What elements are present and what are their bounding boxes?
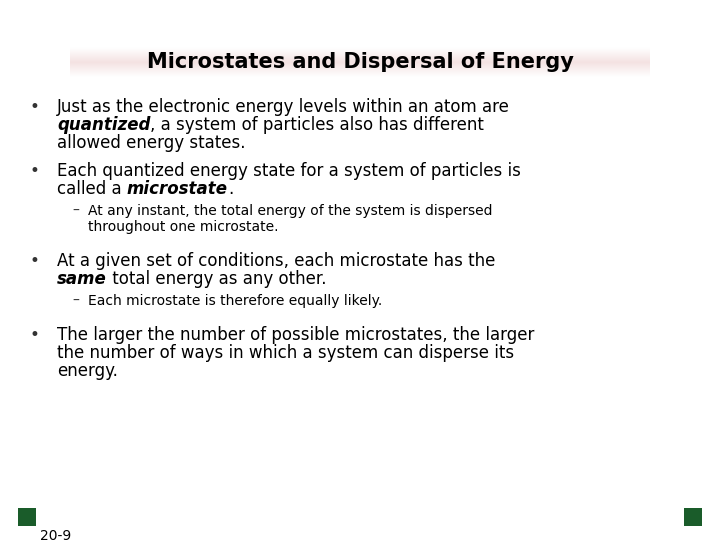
Text: same: same bbox=[57, 270, 107, 288]
Text: 20-9: 20-9 bbox=[40, 529, 71, 540]
Text: –: – bbox=[72, 294, 79, 308]
Text: •: • bbox=[30, 252, 40, 270]
Text: •: • bbox=[30, 98, 40, 116]
Text: The larger the number of possible microstates, the larger: The larger the number of possible micros… bbox=[57, 326, 534, 344]
Text: called a: called a bbox=[57, 180, 127, 198]
Text: total energy as any other.: total energy as any other. bbox=[107, 270, 326, 288]
Text: allowed energy states.: allowed energy states. bbox=[57, 134, 246, 152]
Text: Each microstate is therefore equally likely.: Each microstate is therefore equally lik… bbox=[88, 294, 382, 308]
Text: •: • bbox=[30, 326, 40, 344]
Text: At a given set of conditions, each microstate has the: At a given set of conditions, each micro… bbox=[57, 252, 495, 270]
Text: microstate: microstate bbox=[127, 180, 228, 198]
Text: energy.: energy. bbox=[57, 362, 118, 380]
Text: .: . bbox=[228, 180, 233, 198]
Text: Each quantized energy state for a system of particles is: Each quantized energy state for a system… bbox=[57, 162, 521, 180]
Text: At any instant, the total energy of the system is dispersed: At any instant, the total energy of the … bbox=[88, 204, 492, 218]
Bar bbox=[684, 508, 702, 526]
Text: •: • bbox=[30, 162, 40, 180]
Text: throughout one microstate.: throughout one microstate. bbox=[88, 220, 279, 234]
Text: the number of ways in which a system can disperse its: the number of ways in which a system can… bbox=[57, 344, 514, 362]
Bar bbox=[18, 508, 36, 526]
Text: –: – bbox=[72, 204, 79, 218]
Text: quantized: quantized bbox=[57, 116, 150, 134]
Text: Just as the electronic energy levels within an atom are: Just as the electronic energy levels wit… bbox=[57, 98, 510, 116]
Text: Microstates and Dispersal of Energy: Microstates and Dispersal of Energy bbox=[147, 52, 573, 72]
Text: , a system of particles also has different: , a system of particles also has differe… bbox=[150, 116, 485, 134]
